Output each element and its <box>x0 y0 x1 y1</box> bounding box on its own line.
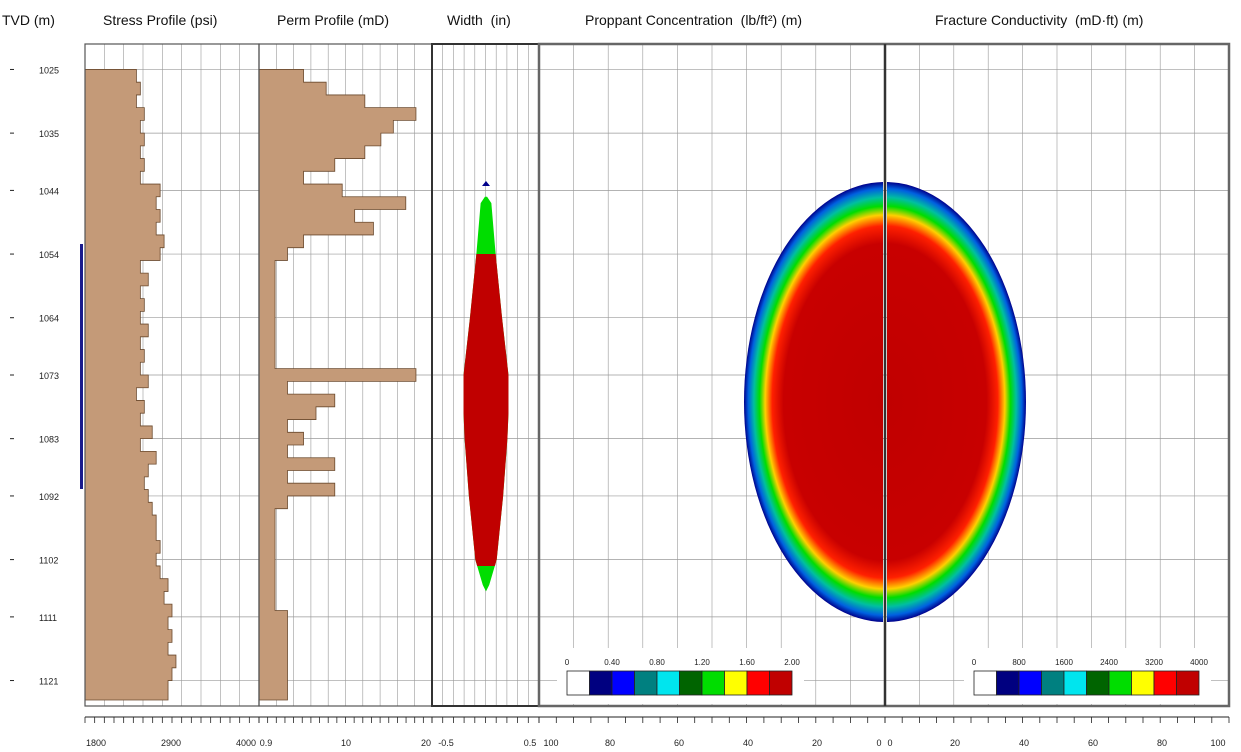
proppant-legend-swatch <box>746 670 770 696</box>
conductivity-legend-swatch <box>1063 670 1087 696</box>
proppant-legend-swatch <box>679 670 703 696</box>
proppant-axis-label: 0 <box>876 738 881 748</box>
header-stress: Stress Profile (psi) <box>103 12 217 28</box>
depth-label: 1054 <box>39 250 59 260</box>
conductivity-legend-label: 1600 <box>1055 658 1073 667</box>
conductivity-fracture <box>887 182 1026 622</box>
conductivity-legend-label: 3200 <box>1145 658 1163 667</box>
depth-label: 1064 <box>39 314 59 324</box>
conductivity-legend-swatch <box>1153 670 1177 696</box>
conductivity-legend-label: 0 <box>972 658 977 667</box>
width-axis-label: 0.5 <box>524 738 537 748</box>
proppant-axis-label: 100 <box>543 738 558 748</box>
proppant-legend-label: 1.20 <box>694 658 710 667</box>
conductivity-legend-swatch <box>1018 670 1042 696</box>
proppant-legend-swatch <box>724 670 748 696</box>
perm-area <box>258 69 417 701</box>
perforation-interval <box>80 244 83 489</box>
width-profile <box>463 181 509 592</box>
proppant-legend-swatch <box>656 670 680 696</box>
conductivity-legend-label: 4000 <box>1190 658 1208 667</box>
conductivity-axis-label: 0 <box>887 738 892 748</box>
stress-area <box>84 69 177 701</box>
depth-label: 1102 <box>39 556 58 566</box>
proppant-legend-label: 1.60 <box>739 658 755 667</box>
proppant-legend-label: 0.80 <box>649 658 665 667</box>
conductivity-legend-swatch <box>1041 670 1065 696</box>
proppant-legend-swatch <box>769 670 793 696</box>
panel-frames <box>84 42 1231 708</box>
conductivity-legend-swatch <box>996 670 1020 696</box>
depth-label: 1044 <box>39 186 59 196</box>
proppant-legend-swatch <box>566 670 590 696</box>
proppant-legend-swatch <box>611 670 635 696</box>
width-axis-label: -0.5 <box>438 738 454 748</box>
depth-label: 1092 <box>39 492 59 502</box>
conductivity-legend-label: 2400 <box>1100 658 1118 667</box>
conductivity-axis-label: 100 <box>1210 738 1225 748</box>
header-width: Width (in) <box>447 12 511 28</box>
proppant-axis-label: 60 <box>674 738 684 748</box>
color-legends: 0 0.40 0.80 1.20 1.60 2.00 0 800 1600 2400 3200 400… <box>557 648 1211 704</box>
header-tvd: TVD (m) <box>2 12 55 28</box>
header-proppant: Proppant Concentration (lb/ft²) (m) <box>585 12 802 28</box>
proppant-legend-label: 0.40 <box>604 658 620 667</box>
conductivity-legend-swatch <box>1131 670 1155 696</box>
proppant-legend-swatch <box>589 670 613 696</box>
bottom-axes: 1800 2900 4000 0.9 10 20 -0.5 0.5 100 80 60 40 20 0 0 2… <box>84 716 1230 748</box>
proppant-axis-label: 40 <box>743 738 753 748</box>
stress-axis-label: 2900 <box>161 738 181 748</box>
header-conductivity: Fracture Conductivity (mD·ft) (m) <box>935 12 1143 28</box>
width-lens-core <box>463 254 509 566</box>
depth-label: 1035 <box>39 129 59 139</box>
conductivity-axis-label: 80 <box>1157 738 1167 748</box>
perm-axis-label: 10 <box>341 738 351 748</box>
proppant-legend-swatch <box>634 670 658 696</box>
proppant-legend-label: 2.00 <box>784 658 800 667</box>
conductivity-legend-swatch <box>1176 670 1200 696</box>
depth-label: 1121 <box>39 677 58 687</box>
perm-profile <box>258 69 417 701</box>
depth-label: 1025 <box>39 65 59 75</box>
stress-axis-label: 1800 <box>86 738 106 748</box>
conductivity-axis-label: 60 <box>1088 738 1098 748</box>
conductivity-legend-swatch <box>1108 670 1132 696</box>
depth-axis: 1025 1035 1044 1054 1064 1073 1083 1092 1102 1111… <box>10 65 59 687</box>
stress-profile <box>84 69 177 701</box>
conductivity-legend-label: 800 <box>1012 658 1026 667</box>
proppant-axis-label: 80 <box>605 738 615 748</box>
proppant-fracture-shape <box>744 182 883 622</box>
conductivity-legend-swatch <box>1086 670 1110 696</box>
perm-axis-label: 20 <box>421 738 431 748</box>
depth-label: 1083 <box>39 435 59 445</box>
proppant-legend-swatch <box>701 670 725 696</box>
depth-label: 1111 <box>39 613 57 623</box>
conductivity-fracture-shape <box>887 182 1026 622</box>
conductivity-axis-label: 20 <box>950 738 960 748</box>
proppant-fracture <box>744 182 883 622</box>
conductivity-axis-label: 40 <box>1019 738 1029 748</box>
conductivity-legend-swatch <box>973 670 997 696</box>
depth-label: 1073 <box>39 371 59 381</box>
header-perm: Perm Profile (mD) <box>277 12 389 28</box>
proppant-legend-label: 0 <box>565 658 570 667</box>
perm-axis-label: 0.9 <box>260 738 273 748</box>
proppant-axis-label: 20 <box>812 738 822 748</box>
grid-lines <box>85 44 1229 706</box>
width-lens-tip <box>482 181 490 186</box>
stress-axis-label: 4000 <box>236 738 256 748</box>
